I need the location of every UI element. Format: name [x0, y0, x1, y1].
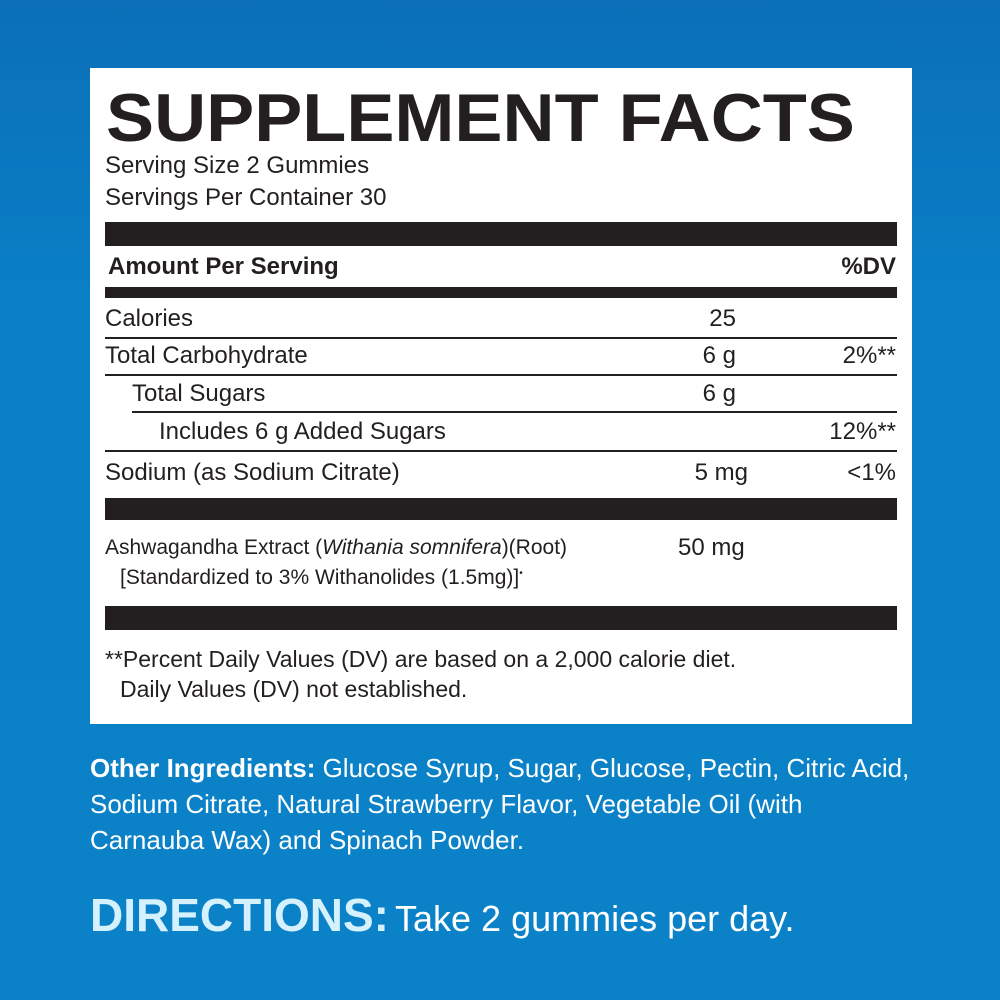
ingredient-label: Ashwagandha Extract (	[105, 536, 323, 559]
row-amount: 5 mg	[694, 459, 748, 486]
divider-bar	[105, 606, 897, 630]
row-amount: 6 g	[702, 342, 736, 369]
divider-bar	[105, 287, 897, 298]
other-ingredients: Other Ingredients: Glucose Syrup, Sugar,…	[90, 750, 920, 858]
ingredient-amount: 50 mg	[678, 534, 745, 561]
row-dv: 12%**	[829, 418, 896, 445]
directions-label: DIRECTIONS:	[90, 889, 389, 941]
row-line	[105, 374, 897, 376]
row-name: Sodium (as Sodium Citrate)	[105, 459, 400, 486]
ingredient-name: Ashwagandha Extract (Withania somnifera)…	[105, 536, 567, 560]
serving-size: Serving Size 2 Gummies	[105, 152, 370, 179]
ingredient-part: )(Root)	[501, 536, 568, 559]
row-line	[132, 411, 897, 413]
row-amount: 25	[709, 305, 736, 332]
dv-header: %DV	[841, 253, 896, 280]
row-name: Includes 6 g Added Sugars	[159, 418, 446, 445]
row-dv: <1%	[847, 459, 896, 486]
row-name: Calories	[105, 305, 194, 332]
other-ingredients-text: Glucose Syrup, Sugar, Glucose, Pectin, C…	[90, 753, 910, 855]
supplement-facts-panel: SUPPLEMENT FACTS Serving Size 2 Gummies …	[90, 68, 912, 724]
directions-text: Take 2 gummies per day.	[395, 898, 795, 939]
divider-bar	[105, 222, 897, 246]
directions: DIRECTIONS: Take 2 gummies per day.	[90, 888, 795, 942]
amount-header: Amount Per Serving	[108, 253, 339, 280]
row-amount: 6 g	[702, 380, 736, 407]
row-line	[105, 450, 897, 452]
row-name: Total Sugars	[132, 380, 266, 407]
row-name: Total Carbohydrate	[105, 342, 308, 369]
row-dv: 2%**	[842, 342, 896, 369]
panel-title: SUPPLEMENT FACTS	[106, 80, 855, 156]
footnote-not-established: Daily Values (DV) not established.	[120, 676, 468, 702]
other-ingredients-label: Other Ingredients:	[90, 753, 316, 783]
ingredient-standardized: [Standardized to 3% Withanolides (1.5mg)…	[120, 566, 523, 590]
servings-per-container: Servings Per Container 30	[105, 184, 387, 211]
row-line	[105, 337, 897, 339]
ingredient-latin: Withania somnifera	[322, 536, 502, 559]
divider-bar	[105, 498, 897, 520]
not-established-mark: •	[519, 568, 523, 579]
standardized-text: [Standardized to 3% Withanolides (1.5mg)…	[120, 566, 520, 589]
footnote-dv: **Percent Daily Values (DV) are based on…	[105, 646, 737, 672]
